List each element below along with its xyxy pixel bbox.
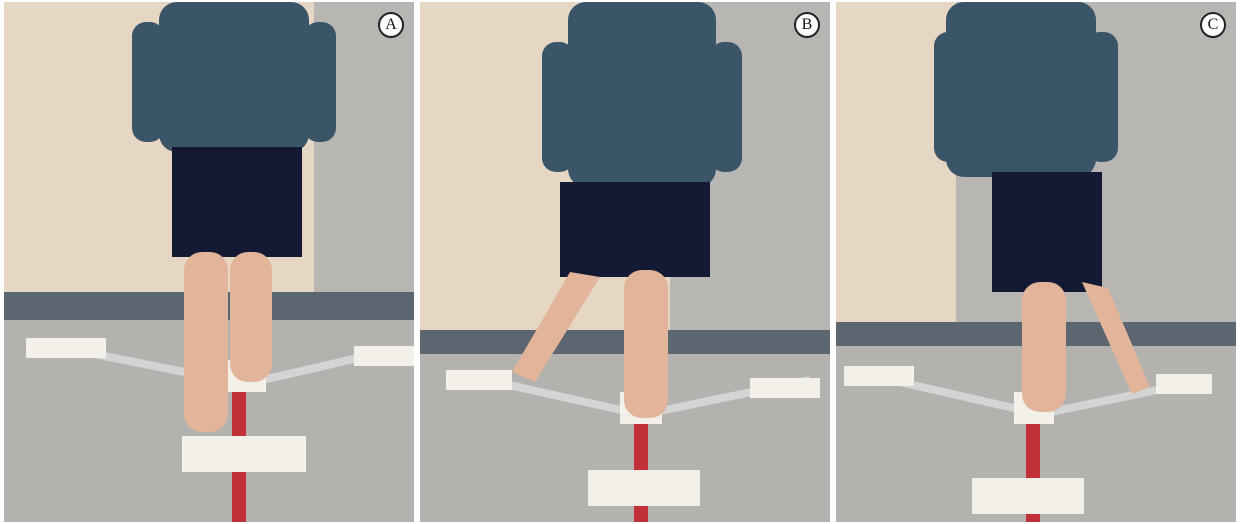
panel-a: A (4, 2, 414, 522)
panel-a-photo (4, 2, 414, 522)
panel-c: C (836, 2, 1236, 522)
panel-label-a: A (378, 12, 404, 38)
panel-c-photo (836, 2, 1236, 522)
panel-label-b: B (794, 12, 820, 38)
panel-b-photo (420, 2, 830, 522)
panel-b: B (420, 2, 830, 522)
panel-label-c: C (1200, 12, 1226, 38)
